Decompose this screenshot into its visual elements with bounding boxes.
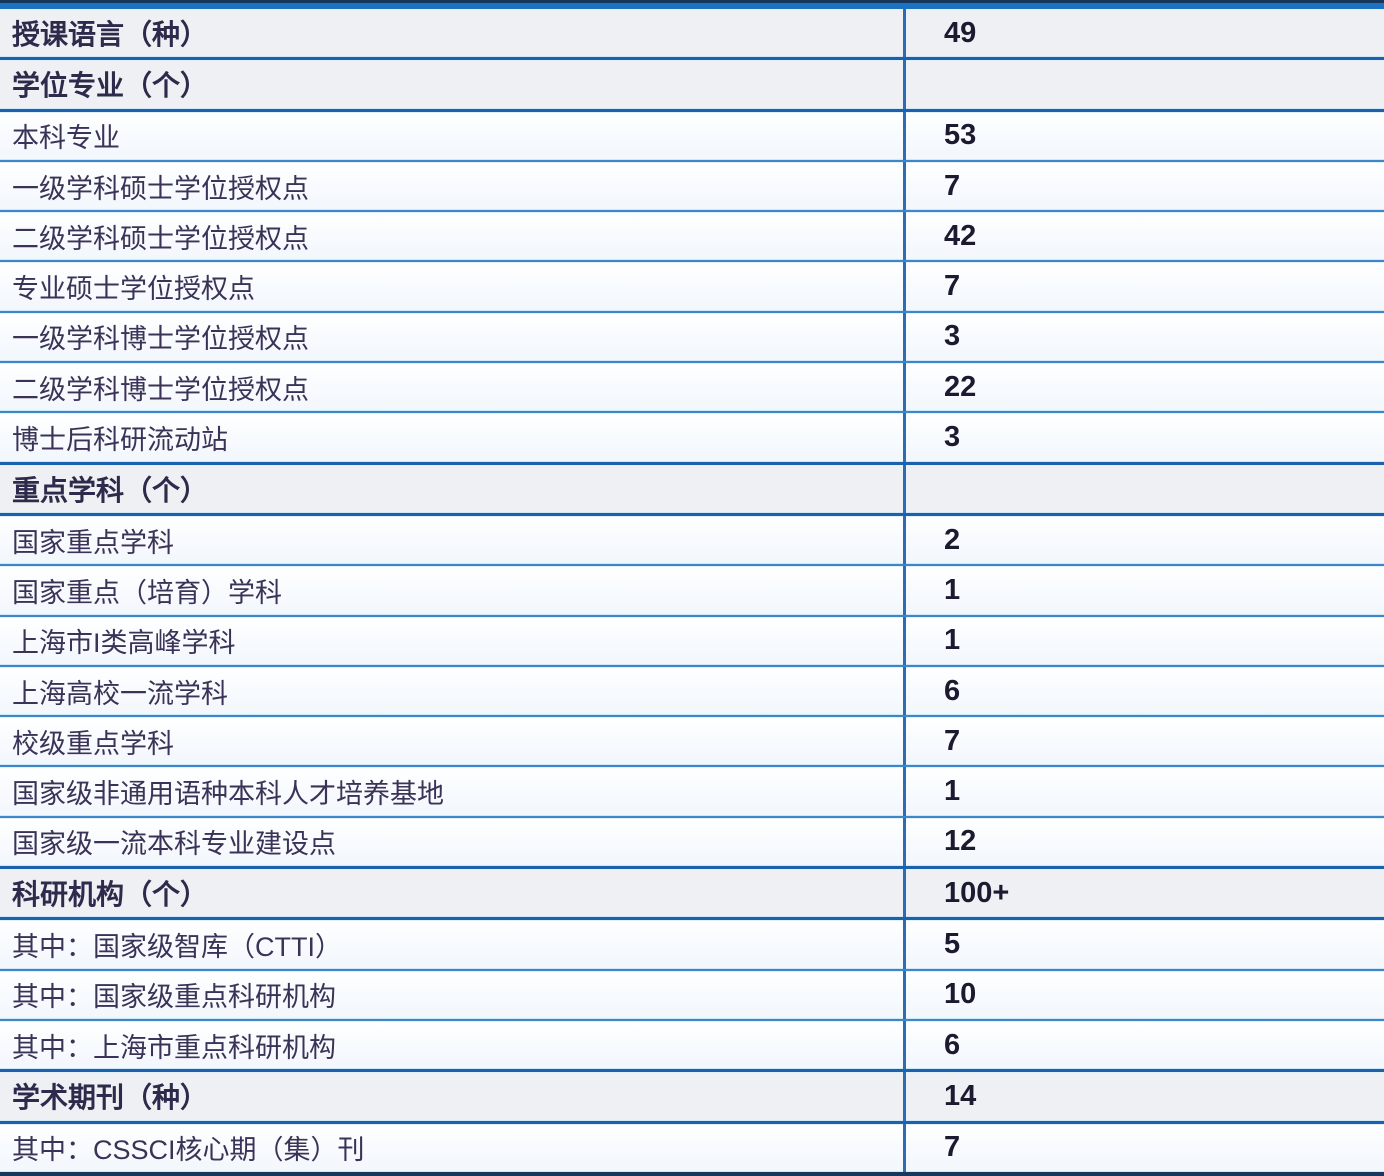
- row-label: 学术期刊（种）: [0, 1072, 906, 1121]
- row-label: 上海市I类高峰学科: [0, 616, 906, 665]
- section-header-row: 科研机构（个） 100+: [0, 869, 1384, 921]
- row-value: 7: [944, 169, 961, 202]
- row-label: 国家级一流本科专业建设点: [0, 817, 906, 867]
- table-top-border: [0, 0, 1384, 9]
- row-label: 国家级非通用语种本科人才培养基地: [0, 767, 906, 816]
- row-value: 1: [944, 775, 961, 808]
- table-row: 国家级非通用语种本科人才培养基地 1: [0, 767, 1384, 818]
- table-row: 一级学科硕士学位授权点 7: [0, 161, 1384, 213]
- row-value: 14: [944, 1079, 977, 1112]
- section-header-row: 授课语言（种） 49: [0, 9, 1384, 61]
- row-label: 校级重点学科: [0, 717, 906, 766]
- section-header-row: 重点学科（个）: [0, 464, 1384, 516]
- row-value: 100+: [944, 876, 1010, 909]
- row-label: 其中：上海市重点科研机构: [0, 1020, 906, 1070]
- row-label: 国家重点学科: [0, 515, 906, 565]
- row-label: 二级学科硕士学位授权点: [0, 212, 906, 261]
- table-row: 专业硕士学位授权点 7: [0, 262, 1384, 313]
- row-value: 2: [944, 523, 961, 556]
- table-row: 二级学科博士学位授权点 22: [0, 363, 1384, 414]
- row-label: 科研机构（个）: [0, 869, 906, 918]
- table-row: 其中：国家级重点科研机构 10: [0, 970, 1384, 1021]
- table-row: 上海高校一流学科 6: [0, 666, 1384, 718]
- table-row: 其中：上海市重点科研机构 6: [0, 1020, 1384, 1073]
- row-value: 7: [944, 1131, 961, 1164]
- table-row: 一级学科博士学位授权点 3: [0, 312, 1384, 364]
- table-row: 二级学科硕士学位授权点 42: [0, 212, 1384, 263]
- table-row: 其中：CSSCI核心期（集）刊 7: [0, 1123, 1384, 1176]
- row-value: 6: [944, 674, 961, 707]
- row-value: 5: [944, 927, 961, 960]
- row-value: 49: [944, 16, 977, 49]
- row-label: 其中：国家级重点科研机构: [0, 970, 906, 1019]
- table-row: 博士后科研流动站 3: [0, 413, 1384, 465]
- row-value: 10: [944, 978, 977, 1011]
- row-value: 7: [944, 270, 961, 303]
- row-value: 42: [944, 219, 977, 252]
- row-label: 其中：国家级智库（CTTI）: [0, 920, 906, 969]
- row-value: 12: [944, 825, 977, 858]
- row-label: 本科专业: [0, 111, 906, 160]
- table-row: 本科专业 53: [0, 111, 1384, 162]
- row-label: 国家重点（培育）学科: [0, 566, 906, 615]
- row-label: 授课语言（种）: [0, 9, 906, 58]
- row-value: 3: [944, 320, 961, 353]
- row-value: 1: [944, 573, 961, 606]
- row-label: 其中：CSSCI核心期（集）刊: [0, 1123, 906, 1172]
- row-value: 1: [944, 624, 961, 657]
- table-row: 上海市I类高峰学科 1: [0, 616, 1384, 667]
- row-label: 二级学科博士学位授权点: [0, 363, 906, 412]
- row-value: 3: [944, 421, 961, 454]
- section-header-row: 学术期刊（种） 14: [0, 1072, 1384, 1124]
- row-value: 7: [944, 724, 961, 757]
- row-label: 博士后科研流动站: [0, 413, 906, 462]
- row-label: 一级学科博士学位授权点: [0, 312, 906, 362]
- row-value: 53: [944, 119, 977, 152]
- row-label: 重点学科（个）: [0, 464, 906, 513]
- row-label: 学位专业（个）: [0, 60, 906, 109]
- table-row: 其中：国家级智库（CTTI） 5: [0, 920, 1384, 971]
- row-value: 22: [944, 370, 977, 403]
- section-header-row: 学位专业（个）: [0, 60, 1384, 112]
- row-value: [906, 60, 1384, 108]
- row-label: 上海高校一流学科: [0, 666, 906, 716]
- row-label: 专业硕士学位授权点: [0, 262, 906, 311]
- row-value: 6: [944, 1028, 961, 1061]
- table-row: 国家重点（培育）学科 1: [0, 566, 1384, 617]
- row-label: 一级学科硕士学位授权点: [0, 161, 906, 211]
- table-row: 国家级一流本科专业建设点 12: [0, 817, 1384, 870]
- table-row: 校级重点学科 7: [0, 717, 1384, 768]
- row-value: [906, 465, 1384, 513]
- table-row: 国家重点学科 2: [0, 515, 1384, 567]
